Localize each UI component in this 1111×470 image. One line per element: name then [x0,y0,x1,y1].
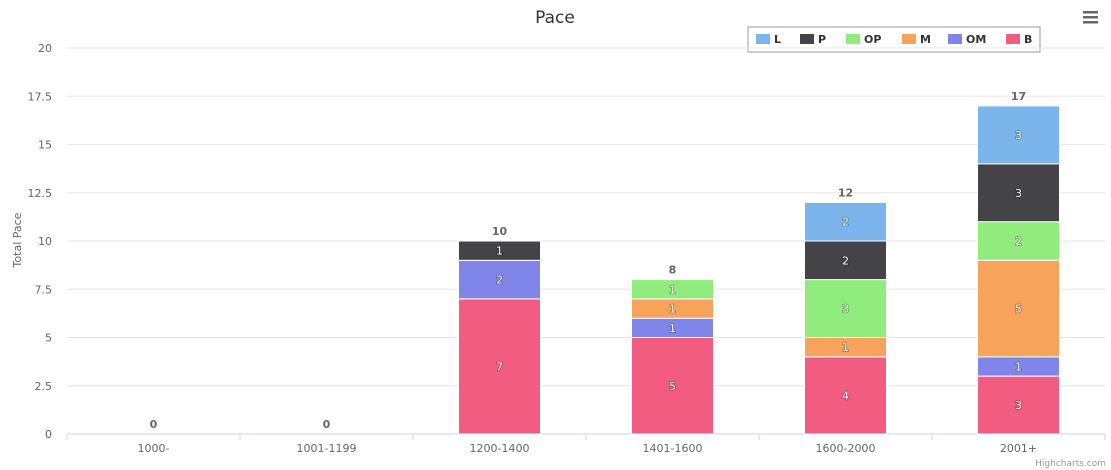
bar-segment-label: 2 [842,254,849,267]
legend-item-l[interactable]: L [756,33,781,46]
legend-swatch [902,34,916,44]
bar-segment-label: 3 [1015,399,1022,412]
bar-segment-label: 1 [669,322,676,335]
legend-item-b[interactable]: B [1006,33,1032,46]
bar-segment-op[interactable] [977,221,1060,261]
bar-segment-label: 2 [1015,235,1022,248]
bar-segment-label: 1 [669,283,676,296]
menu-button[interactable] [1080,7,1102,27]
x-tick-label: 2001+ [1000,442,1037,455]
x-axis: 1000- 1001-1199 1200-1400 1401-1600 1600-200… [66,434,1106,455]
stack-total-label: 12 [838,186,853,199]
bar-segment-label: 1 [496,245,503,258]
bar-segment-label: 3 [1015,129,1022,142]
bar-segment-om[interactable] [458,259,541,300]
legend-label: OP [864,33,881,46]
bars: 7 2 1 5 1 1 1 4 1 3 2 2 3 1 5 2 3 3 [458,105,1060,435]
bar-segment-l[interactable] [804,201,887,242]
y-tick-label: 10 [38,235,52,248]
legend-swatch [948,34,962,44]
bar-segment-label: 3 [1015,187,1022,200]
legend-label: P [818,33,826,46]
legend-item-p[interactable]: P [800,33,826,46]
y-tick-label: 0 [45,428,52,441]
y-axis-label: Total Pace [11,212,24,268]
legend-swatch [800,34,814,44]
legend-label: M [920,33,931,46]
stack-total-label: 0 [323,418,331,431]
legend-label: B [1024,33,1032,46]
bar-segment-label: 1 [669,303,676,316]
legend-item-om[interactable]: OM [948,33,986,46]
stack-total-label: 17 [1011,90,1026,103]
x-tick-label: 1000- [138,442,170,455]
legend-item-op[interactable]: OP [846,33,881,46]
stack-total-label: 0 [150,418,158,431]
legend-swatch [846,34,860,44]
legend-item-m[interactable]: M [902,33,931,46]
bar-segment-label: 4 [842,389,849,402]
bar-segment-b[interactable] [804,356,887,435]
y-tick-label: 17.5 [28,90,53,103]
bar-segment-label: 7 [496,360,503,373]
bar-segment-p[interactable] [804,240,887,281]
bar-segment-label: 2 [496,274,503,287]
bar-segment-label: 1 [1015,360,1022,373]
y-tick-label: 2.5 [35,380,53,393]
bar-segment-label: 2 [842,216,849,229]
bar-segment-p[interactable] [977,163,1060,223]
y-tick-label: 20 [38,42,52,55]
stack-total-label: 8 [669,264,677,277]
bar-segment-l[interactable] [977,105,1060,165]
bar-segment-m[interactable] [977,259,1060,358]
bar-segment-op[interactable] [631,279,714,300]
grid [67,47,1105,435]
chart-title: Pace [535,8,575,28]
bar-segment-p[interactable] [458,240,541,261]
bar-segment-label: 5 [669,380,676,393]
x-tick-label: 1200-1400 [470,442,530,455]
legend-label: L [774,33,781,46]
x-tick-label: 1401-1600 [643,442,703,455]
bar-segment-b[interactable] [631,337,714,435]
x-tick-label: 1600-2000 [816,442,876,455]
y-tick-label: 7.5 [35,283,53,296]
hamburger-menu-icon [1083,11,1098,24]
legend-swatch [756,34,770,44]
y-tick-label: 12.5 [28,187,53,200]
y-axis: 0 2.5 5 7.5 10 12.5 15 17.5 20 [28,42,53,441]
bar-segment-label: 3 [842,303,849,316]
legend-label: OM [966,33,986,46]
y-tick-label: 15 [38,139,52,152]
legend-swatch [1006,34,1020,44]
bar-segment-b[interactable] [458,298,541,435]
x-tick-label: 1001-1199 [297,442,357,455]
y-tick-label: 5 [45,332,52,345]
bar-segment-b[interactable] [977,375,1060,435]
bar-segment-label: 1 [842,341,849,354]
stack-total-label: 10 [492,225,508,238]
bar-segment-op[interactable] [804,279,887,339]
bar-segment-label: 5 [1015,303,1022,316]
credits-text[interactable]: Highcharts.com [1035,459,1106,469]
